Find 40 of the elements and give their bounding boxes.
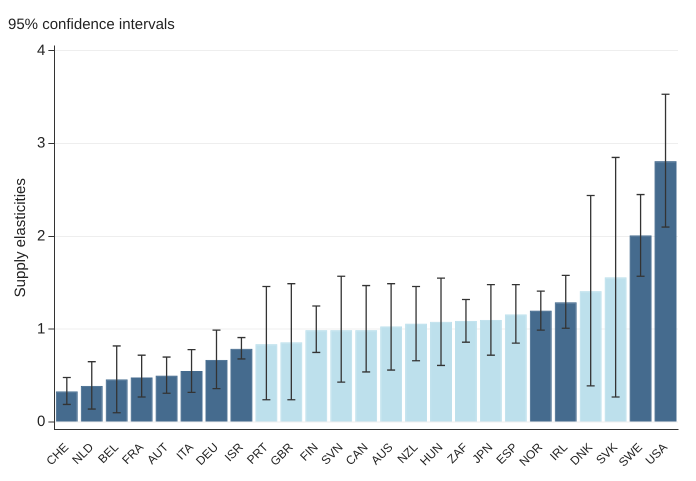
x-tick-label: ITA bbox=[174, 440, 196, 463]
bar bbox=[156, 376, 178, 422]
x-tick-label: BEL bbox=[95, 440, 122, 466]
bar bbox=[504, 314, 527, 422]
y-tick-label: 0 bbox=[37, 413, 46, 430]
bar bbox=[654, 161, 677, 422]
bar bbox=[454, 320, 477, 422]
bar bbox=[130, 377, 153, 422]
bar bbox=[430, 322, 452, 422]
x-tick-label: IRL bbox=[547, 440, 570, 464]
x-tick-label: NZL bbox=[394, 440, 421, 466]
x-tick-label: USA bbox=[642, 440, 670, 468]
x-tick-label: FRA bbox=[119, 440, 146, 468]
bar bbox=[80, 386, 103, 422]
y-tick-label: 3 bbox=[37, 134, 46, 152]
bar bbox=[480, 320, 502, 422]
bar bbox=[280, 342, 302, 422]
bar bbox=[580, 291, 602, 422]
y-tick-label: 2 bbox=[37, 227, 46, 244]
bar bbox=[305, 330, 328, 422]
bar bbox=[330, 330, 352, 422]
x-tick-label: FIN bbox=[297, 440, 321, 464]
bar bbox=[56, 391, 78, 422]
chart-title: 95% confidence intervals bbox=[8, 16, 175, 34]
bar bbox=[530, 310, 552, 422]
bar bbox=[180, 370, 203, 422]
bar bbox=[206, 360, 228, 422]
bar bbox=[630, 235, 652, 422]
y-tick-label: 1 bbox=[37, 320, 46, 338]
bar bbox=[554, 302, 577, 422]
bar bbox=[106, 379, 128, 422]
bar bbox=[355, 330, 378, 422]
y-tick-label: 4 bbox=[37, 42, 46, 59]
x-tick-label: ISR bbox=[222, 440, 246, 464]
x-tick-label: NLD bbox=[69, 440, 96, 468]
bar bbox=[405, 324, 428, 422]
bar bbox=[230, 348, 252, 422]
y-axis-title: Supply elasticities bbox=[12, 178, 30, 298]
bar bbox=[380, 326, 402, 422]
bar bbox=[604, 277, 627, 422]
